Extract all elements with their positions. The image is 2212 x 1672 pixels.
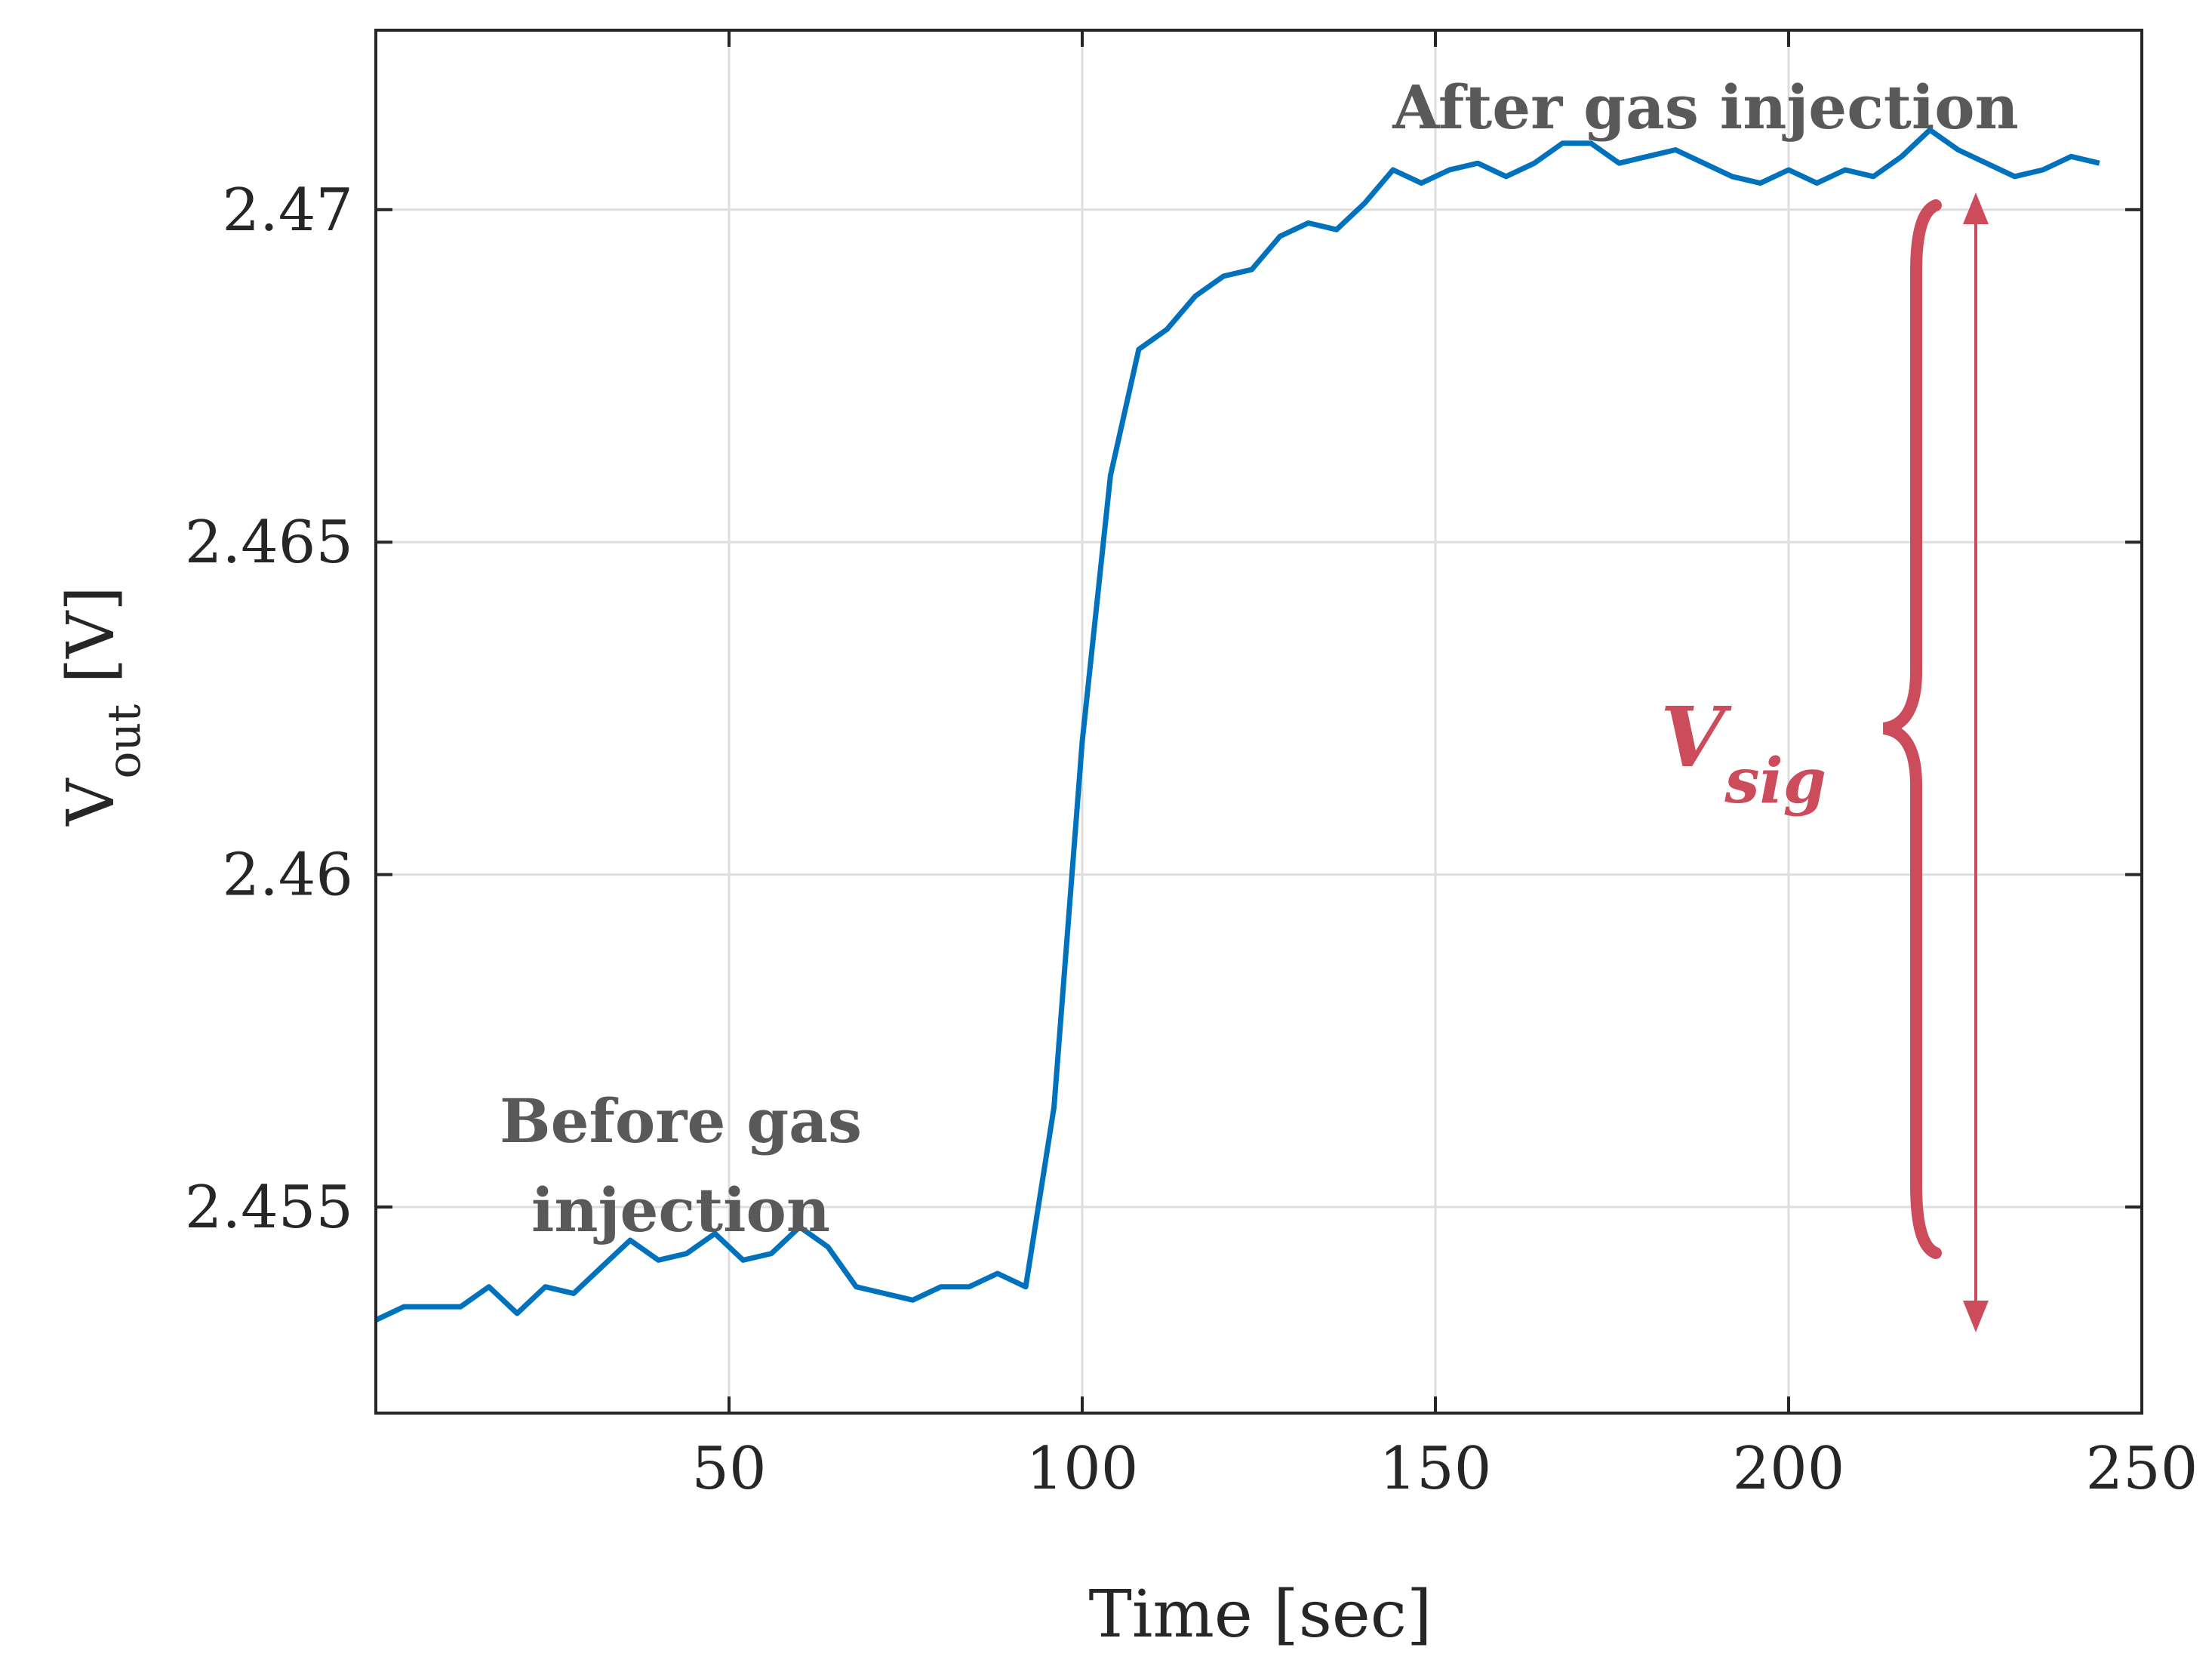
series-line-vout: [374, 127, 2100, 1323]
annotation-before-line1: Before gas: [500, 1085, 862, 1156]
x-tick-label: 50: [691, 1435, 766, 1503]
y-axis-label-unit: [V]: [54, 586, 129, 704]
vsig-arrow-head-bottom: [1963, 1301, 1989, 1332]
vsig-arrow-head-top: [1963, 192, 1989, 224]
x-tick-label: 200: [1733, 1435, 1845, 1503]
ticks: [376, 30, 2143, 1413]
x-axis-label: Time [sec]: [1089, 1577, 1432, 1652]
vsig-label-main: V: [1660, 688, 1732, 786]
y-tick-label: 2.455: [185, 1174, 353, 1242]
y-axis-label-main: V: [54, 777, 129, 827]
vsig-brace: [1882, 199, 1942, 1259]
y-tick-label: 2.46: [222, 842, 353, 910]
y-axis-label: Vout [V]: [54, 586, 151, 827]
x-tick-label: 100: [1026, 1435, 1139, 1503]
y-axis-label-sub: out: [98, 704, 151, 779]
x-tick-label: 150: [1380, 1435, 1492, 1503]
plot-frame: [374, 29, 2143, 1415]
vsig-label: Vsig: [1660, 688, 1826, 818]
tick-labels: 50 100 150 200 250 2.455 2.46 2.465 2.47: [185, 177, 2198, 1503]
annotation-after: After gas injection: [1392, 72, 2019, 143]
vsig-annotation: Vsig: [1660, 192, 1989, 1332]
x-tick-label: 250: [2086, 1435, 2198, 1503]
vsig-label-sub: sig: [1724, 745, 1826, 818]
y-tick-label: 2.47: [222, 177, 353, 245]
y-tick-label: 2.465: [185, 509, 353, 577]
annotation-before-line2: injection: [531, 1175, 830, 1246]
